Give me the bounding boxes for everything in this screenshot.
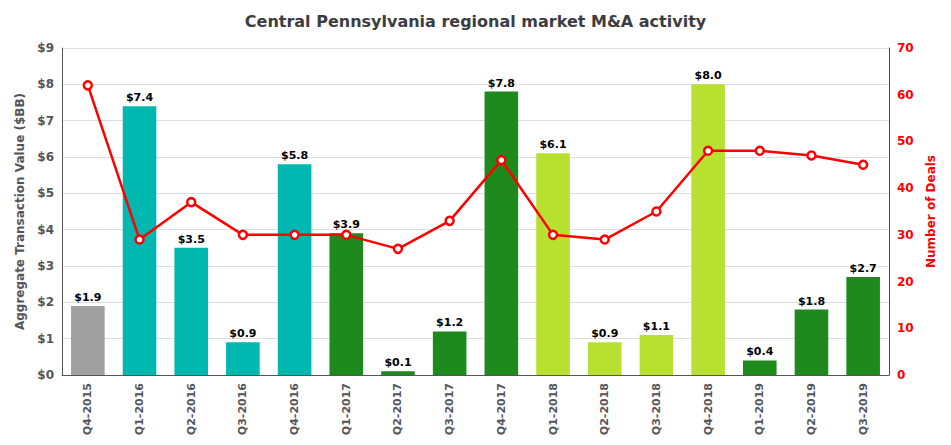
svg-text:$5.8: $5.8 xyxy=(281,149,308,162)
svg-text:Q3-2017: Q3-2017 xyxy=(443,383,456,435)
svg-text:Q4-2017: Q4-2017 xyxy=(495,383,508,435)
svg-text:70: 70 xyxy=(897,41,914,55)
svg-text:$0.4: $0.4 xyxy=(746,345,773,358)
svg-text:$8.0: $8.0 xyxy=(695,69,722,82)
svg-text:$3.9: $3.9 xyxy=(333,218,360,231)
svg-text:Q3-2018: Q3-2018 xyxy=(650,383,663,435)
svg-text:Q2-2016: Q2-2016 xyxy=(185,383,198,436)
svg-text:Q1-2017: Q1-2017 xyxy=(340,383,353,435)
svg-text:$1.1: $1.1 xyxy=(643,320,670,333)
svg-text:Q4-2015: Q4-2015 xyxy=(81,383,94,435)
svg-text:$2.7: $2.7 xyxy=(850,262,877,275)
svg-text:Aggregate Transaction Value ($: Aggregate Transaction Value ($BB) xyxy=(13,93,27,330)
svg-text:40: 40 xyxy=(897,181,914,195)
svg-text:0: 0 xyxy=(897,368,905,382)
svg-text:10: 10 xyxy=(897,321,914,335)
svg-text:Q4-2018: Q4-2018 xyxy=(702,383,715,435)
svg-text:$9: $9 xyxy=(37,41,54,55)
svg-text:$7: $7 xyxy=(37,114,54,128)
svg-text:$0: $0 xyxy=(37,368,54,382)
svg-text:30: 30 xyxy=(897,228,914,242)
svg-text:$1.8: $1.8 xyxy=(798,295,825,308)
svg-text:$1.2: $1.2 xyxy=(436,316,463,329)
svg-text:Q3-2016: Q3-2016 xyxy=(236,383,249,436)
svg-text:Number of Deals: Number of Deals xyxy=(924,155,938,268)
svg-text:20: 20 xyxy=(897,275,914,289)
svg-text:Central Pennsylvania regional: Central Pennsylvania regional market M&A… xyxy=(245,12,707,31)
svg-text:$5: $5 xyxy=(37,186,54,200)
svg-text:Q2-2017: Q2-2017 xyxy=(391,383,404,435)
svg-text:$0.9: $0.9 xyxy=(591,327,618,340)
svg-text:$8: $8 xyxy=(37,77,54,91)
svg-text:$6: $6 xyxy=(37,150,54,164)
svg-text:Q1-2016: Q1-2016 xyxy=(133,383,146,436)
svg-text:$1: $1 xyxy=(37,332,54,346)
svg-text:$1.9: $1.9 xyxy=(74,291,101,304)
svg-text:$3.5: $3.5 xyxy=(178,233,205,246)
svg-text:$4: $4 xyxy=(37,223,54,237)
svg-text:$0.9: $0.9 xyxy=(229,327,256,340)
svg-text:60: 60 xyxy=(897,88,914,102)
svg-text:Q1-2019: Q1-2019 xyxy=(753,383,766,435)
svg-text:$7.4: $7.4 xyxy=(126,91,153,104)
svg-text:$2: $2 xyxy=(37,295,54,309)
svg-text:Q2-2018: Q2-2018 xyxy=(598,383,611,435)
svg-text:Q3-2019: Q3-2019 xyxy=(857,383,870,435)
svg-text:Q2-2019: Q2-2019 xyxy=(805,383,818,435)
svg-text:50: 50 xyxy=(897,134,914,148)
svg-text:$3: $3 xyxy=(37,259,54,273)
svg-text:$0.1: $0.1 xyxy=(384,356,411,369)
svg-text:$7.8: $7.8 xyxy=(488,77,515,90)
svg-text:$6.1: $6.1 xyxy=(539,138,566,151)
svg-text:Q1-2018: Q1-2018 xyxy=(547,383,560,435)
svg-text:Q4-2016: Q4-2016 xyxy=(288,383,301,436)
